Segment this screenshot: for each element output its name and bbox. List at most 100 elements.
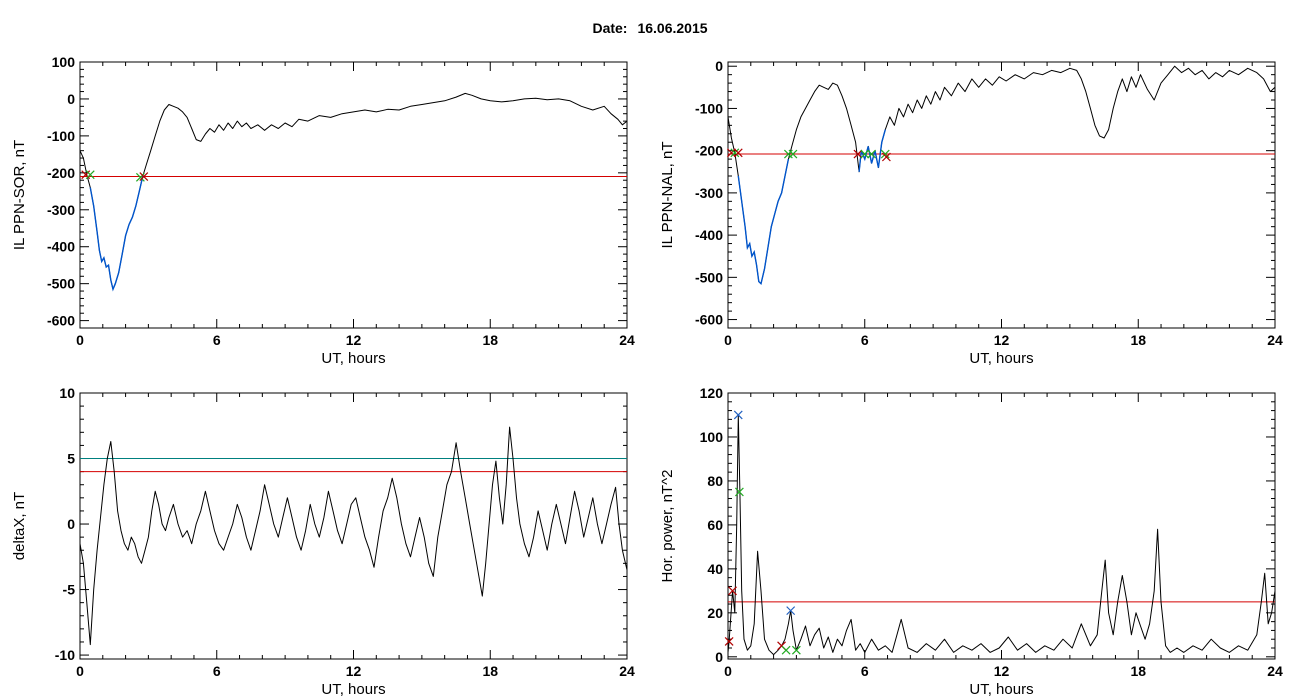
event-marker (733, 410, 743, 420)
marker-stroke (135, 172, 145, 182)
x-tick-label: 6 (861, 663, 869, 679)
plot-frame (727, 392, 1276, 660)
marker-stroke (139, 172, 149, 181)
y-axis-title: IL PPN-NAL, nT (659, 142, 676, 249)
y-tick-label: 0 (715, 649, 723, 665)
y-axis-title: deltaX, nT (11, 492, 28, 560)
highlight-segment (858, 129, 886, 172)
event-marker (724, 636, 734, 646)
y-tick-label: -600 (47, 313, 75, 329)
event-marker (726, 148, 736, 158)
chart-power: 0 6 12 18 24 120 100 80 60 40 20 0 UT, hours Hor. pow… (659, 385, 1283, 698)
marker-stroke (726, 148, 736, 158)
y-tick-label: -200 (695, 143, 723, 159)
x-tick-label: 0 (724, 332, 732, 348)
x-tick-label: 6 (861, 332, 869, 348)
x-tick-label: 12 (346, 332, 362, 348)
x-tick-label: 24 (1267, 663, 1283, 679)
chart-sor: 0 6 12 18 24 100 0 -100 -200 -300 -400 -500 -600 UT, … (11, 54, 635, 367)
marker-stroke (853, 149, 863, 159)
x-tick-label: 12 (346, 663, 362, 679)
x-tick-label: 18 (1130, 663, 1146, 679)
marker-stroke (730, 148, 740, 158)
x-tick-label: 24 (619, 332, 635, 348)
chart-deltax: 0 6 12 18 24 10 5 0 -5 -10 UT, hours deltaX, nT (11, 385, 635, 698)
x-axis-title: UT, hours (969, 681, 1033, 698)
x-tick-label: 0 (76, 332, 84, 348)
event-marker (853, 149, 863, 159)
series-line (727, 414, 1276, 656)
y-tick-label: 20 (707, 605, 723, 621)
event-marker (881, 152, 891, 162)
x-tick-label: 12 (994, 332, 1010, 348)
x-tick-label: 0 (724, 663, 732, 679)
x-axis-title: UT, hours (969, 350, 1033, 367)
marker-stroke (85, 170, 95, 180)
y-tick-label: 60 (707, 517, 723, 533)
event-marker (788, 149, 798, 159)
x-axis-title: UT, hours (321, 350, 385, 367)
event-marker (135, 172, 145, 182)
event-marker (867, 149, 877, 159)
event-marker (728, 586, 737, 596)
marker-stroke (724, 636, 734, 646)
y-tick-label: -300 (47, 202, 75, 218)
y-tick-label: -5 (63, 582, 76, 598)
y-tick-label: -500 (47, 276, 75, 292)
highlight-segment (89, 176, 144, 292)
marker-stroke (860, 149, 870, 159)
y-tick-label: -500 (695, 269, 723, 285)
event-marker (81, 170, 91, 180)
x-tick-label: 6 (213, 332, 221, 348)
y-axis-title: Hor. power, nT^2 (659, 470, 676, 583)
marker-stroke (781, 645, 791, 655)
x-tick-label: 18 (1130, 332, 1146, 348)
event-marker (734, 487, 744, 497)
y-tick-label: 0 (67, 91, 75, 107)
x-tick-label: 6 (213, 663, 221, 679)
x-tick-label: 0 (76, 663, 84, 679)
y-tick-label: 100 (52, 54, 76, 70)
y-axis-title: IL PPN-SOR, nT (11, 140, 28, 250)
series-line (727, 65, 1276, 285)
date-label: Date: (592, 20, 628, 36)
event-marker (791, 645, 801, 655)
event-marker (85, 170, 95, 180)
marker-stroke (788, 149, 798, 159)
marker-stroke (728, 586, 737, 596)
y-tick-label: 120 (700, 385, 724, 401)
x-tick-label: 18 (482, 663, 498, 679)
y-tick-label: -400 (47, 239, 75, 255)
date-value: 16.06.2015 (637, 20, 708, 36)
x-tick-label: 24 (619, 663, 635, 679)
x-tick-label: 12 (994, 663, 1010, 679)
y-tick-label: 100 (700, 429, 724, 445)
event-marker (139, 172, 149, 181)
marker-stroke (734, 487, 744, 497)
event-marker (781, 645, 791, 655)
y-tick-label: -10 (55, 647, 75, 663)
marker-stroke (777, 641, 786, 651)
y-tick-label: 0 (67, 516, 75, 532)
event-marker (733, 148, 743, 158)
plot-frame (79, 392, 628, 660)
x-axis-title: UT, hours (321, 681, 385, 698)
event-marker (730, 148, 740, 158)
y-tick-label: -300 (695, 185, 723, 201)
plot-frame (727, 61, 1276, 329)
event-marker (860, 149, 870, 159)
y-tick-label: 10 (59, 385, 75, 401)
x-tick-label: 18 (482, 332, 498, 348)
x-tick-label: 24 (1267, 332, 1283, 348)
event-marker (786, 606, 796, 616)
marker-stroke (733, 410, 743, 420)
marker-stroke (733, 148, 743, 158)
marker-stroke (880, 149, 890, 159)
marker-stroke (791, 645, 801, 655)
highlight-segment (737, 158, 790, 286)
series-line (79, 92, 628, 290)
y-tick-label: 40 (707, 561, 723, 577)
date-header: Date: 16.06.2015 (0, 20, 1300, 36)
plot-frame (79, 61, 628, 329)
